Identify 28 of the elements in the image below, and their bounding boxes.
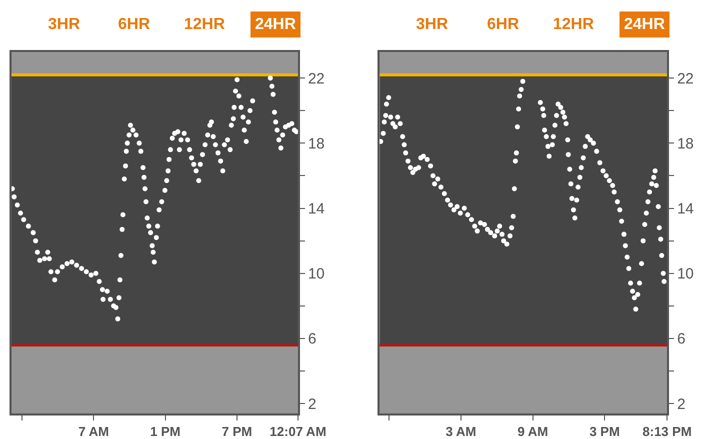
y-tick-label: 22 (677, 70, 694, 88)
text: 6HR (487, 16, 520, 33)
y-tick-label: 14 (308, 200, 325, 218)
y-tick-label: 18 (308, 135, 325, 152)
y-tick-label: 2 (308, 396, 316, 413)
text: 12HR (553, 16, 594, 33)
x-tick-label: 3 AM (446, 424, 476, 439)
y-tick-label: 6 (308, 330, 316, 348)
y-tick-label: 14 (677, 200, 694, 218)
text: 6HR (118, 16, 150, 33)
text: 3HR (416, 16, 448, 33)
x-tick-label: 8:13 PM (642, 424, 692, 439)
x-tick-label: 1 PM (150, 424, 180, 439)
y-tick-label: 22 (308, 70, 325, 88)
x-tick-label: 7 PM (222, 424, 252, 439)
x-tick-label: 12:07 AM (270, 424, 326, 439)
text: 3HR (48, 16, 80, 33)
text: 24HR (255, 16, 296, 33)
y-tick-label: 18 (677, 135, 694, 152)
y-tick-label: 10 (677, 266, 694, 283)
text: 12HR (184, 16, 226, 33)
text: 24HR (624, 16, 666, 33)
x-tick-label: 3 PM (589, 424, 620, 439)
y-tick-label: 10 (308, 266, 325, 283)
x-tick-label: 7 AM (78, 424, 109, 439)
x-tick-label: 9 AM (517, 424, 548, 439)
y-tick-label: 6 (677, 330, 686, 348)
y-tick-label: 2 (677, 396, 686, 413)
